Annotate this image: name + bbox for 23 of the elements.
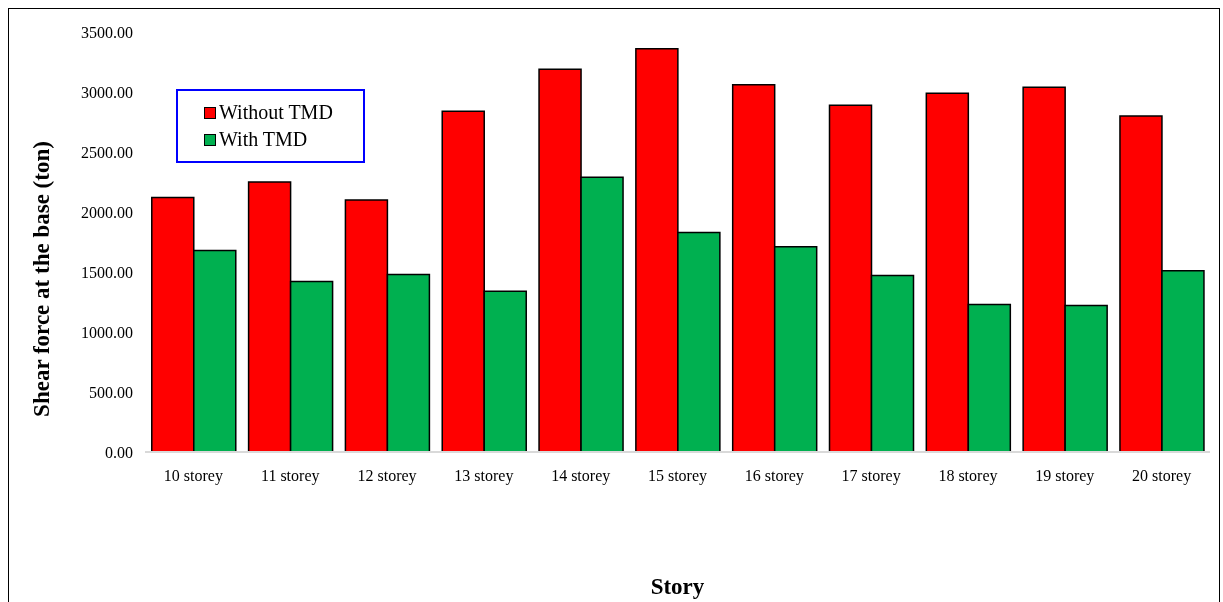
y-tick-label: 2500.00: [81, 143, 133, 161]
x-tick-label: 20 storey: [1132, 467, 1192, 486]
y-tick-label: 500.00: [89, 383, 133, 401]
y-tick-label: 1000.00: [81, 323, 133, 341]
x-tick-label: 19 storey: [1035, 467, 1095, 486]
x-tick-label: 15 storey: [647, 467, 708, 486]
x-tick-label: 17 storey: [841, 467, 901, 486]
y-tick-label: 3500.00: [81, 23, 133, 41]
x-tick-label: 12 storey: [357, 467, 417, 486]
y-tick-label: 3000.00: [81, 83, 133, 101]
x-tick-label: 16 storey: [744, 467, 804, 486]
y-axis-title: Shear force at the base (ton): [28, 141, 54, 417]
x-tick-label: 13 storey: [454, 467, 514, 486]
x-tick-label: 14 storey: [551, 467, 611, 486]
x-tick-label: 11 storey: [260, 467, 320, 486]
x-tick-label: 18 storey: [938, 467, 998, 486]
y-tick-label: 2000.00: [81, 203, 133, 221]
y-tick-label: 0.00: [105, 443, 133, 461]
x-tick-label: 10 storey: [163, 467, 223, 486]
legend-label: Without TMD: [219, 101, 333, 124]
x-axis-title: Story: [650, 574, 705, 599]
y-tick-label: 1500.00: [81, 263, 133, 281]
legend-label: With TMD: [219, 128, 308, 151]
